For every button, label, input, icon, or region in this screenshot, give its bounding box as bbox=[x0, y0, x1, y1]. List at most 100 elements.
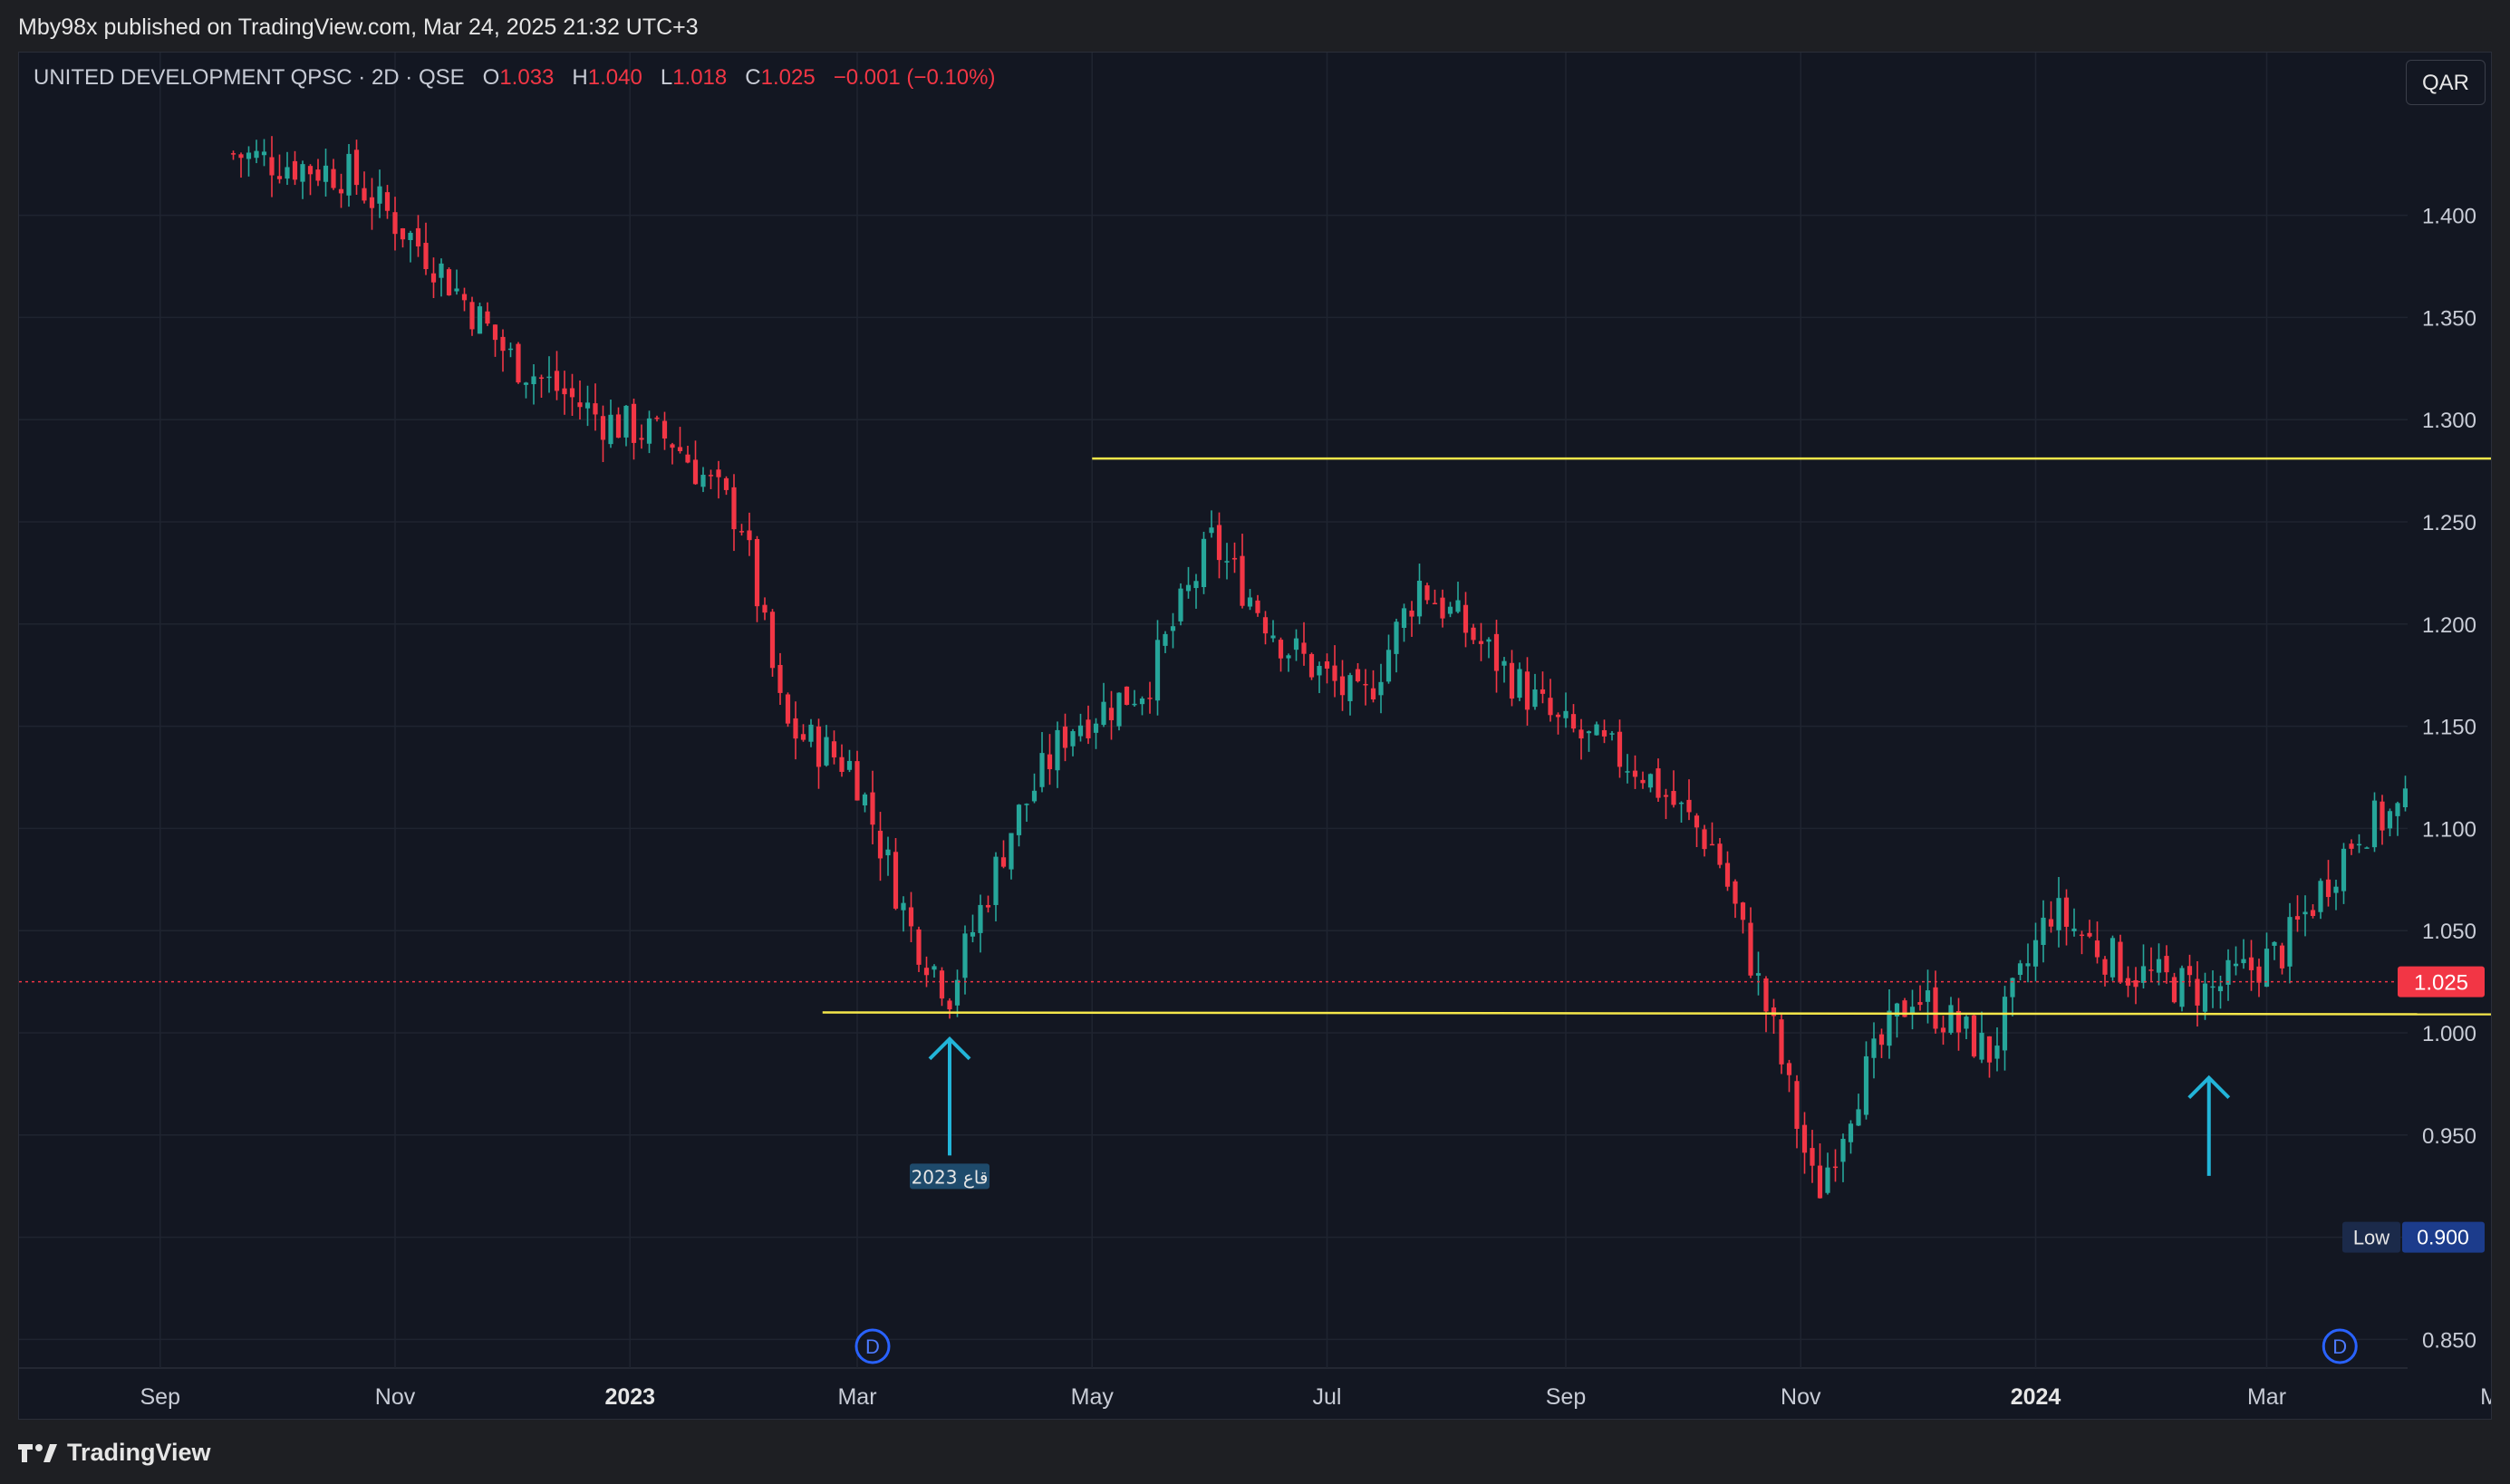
candle-body bbox=[2371, 800, 2378, 848]
candle-body bbox=[1894, 1003, 1900, 1017]
candle-body bbox=[954, 979, 961, 1006]
candle-body bbox=[1909, 1007, 1916, 1014]
candle-body bbox=[2017, 963, 2023, 976]
candle-body bbox=[392, 212, 398, 235]
candle-body bbox=[1247, 597, 1253, 607]
candle-body bbox=[377, 186, 382, 204]
up-arrow-icon[interactable] bbox=[928, 1036, 971, 1156]
candle-body bbox=[1763, 978, 1769, 1012]
candle-body bbox=[1925, 990, 1931, 1002]
candle-body bbox=[1416, 580, 1423, 617]
dividend-event-icon[interactable] bbox=[2322, 1328, 2358, 1364]
candle-body bbox=[1794, 1081, 1800, 1129]
candle-body bbox=[1440, 597, 1445, 619]
candle-body bbox=[1594, 724, 1599, 736]
candle-body bbox=[523, 382, 529, 385]
x-tick-label: Mar bbox=[837, 1384, 876, 1410]
candle-body bbox=[1332, 665, 1337, 681]
candle-body bbox=[1024, 804, 1029, 805]
currency-button[interactable]: QAR bbox=[2406, 60, 2486, 105]
candle-body bbox=[1378, 681, 1384, 696]
candle-body bbox=[1625, 771, 1630, 773]
candle-body bbox=[800, 734, 806, 740]
candle-body bbox=[1671, 791, 1676, 805]
candle-body bbox=[1917, 1002, 1923, 1006]
candle-body bbox=[1948, 1005, 1954, 1033]
change-value: −0.001 (−0.10%) bbox=[833, 65, 996, 90]
candle-body bbox=[1308, 653, 1315, 678]
candle-body bbox=[608, 414, 613, 445]
arrow-head bbox=[2187, 1074, 2231, 1100]
candle-body bbox=[2071, 928, 2077, 931]
candle-body bbox=[1270, 635, 1276, 639]
dividend-event-icon[interactable] bbox=[854, 1328, 891, 1364]
candle-body bbox=[1154, 640, 1161, 701]
candle-body bbox=[1240, 555, 1245, 606]
candle-body bbox=[1832, 1166, 1839, 1169]
open-label: O bbox=[482, 65, 500, 90]
candle-body bbox=[978, 904, 983, 933]
candle-body bbox=[816, 726, 822, 767]
candle-body bbox=[754, 539, 760, 607]
arrow-head bbox=[928, 1036, 971, 1061]
annotation-box[interactable] bbox=[910, 1163, 990, 1190]
candle-body bbox=[430, 273, 437, 283]
candle-body bbox=[2125, 978, 2131, 986]
y-tick-label: 1.250 bbox=[2422, 511, 2476, 535]
candle-body bbox=[2333, 886, 2339, 893]
candle-body bbox=[731, 487, 737, 530]
candle-body bbox=[2087, 932, 2092, 937]
candle-body bbox=[2056, 898, 2061, 930]
candle-body bbox=[1385, 650, 1392, 682]
candle-body bbox=[307, 166, 314, 175]
candle-body bbox=[507, 348, 514, 351]
y-tick-label: 1.200 bbox=[2422, 613, 2476, 638]
candle-body bbox=[362, 188, 367, 201]
candle-body bbox=[947, 1000, 952, 1010]
candle-body bbox=[2202, 983, 2208, 1012]
up-arrow-icon[interactable] bbox=[2187, 1074, 2231, 1176]
candle-body bbox=[1848, 1123, 1854, 1142]
high-label: H bbox=[572, 65, 588, 90]
candle-body bbox=[1740, 902, 1746, 920]
candle-body bbox=[2233, 963, 2239, 967]
candle-body bbox=[1447, 606, 1453, 614]
candle-body bbox=[962, 933, 968, 978]
candle-body bbox=[1887, 1010, 1892, 1046]
chart-panel[interactable]: 1.400 1.350 1.300 1.250 1.200 1.150 1.100 1.050… bbox=[18, 52, 2492, 1420]
low-marker-badge bbox=[2402, 1221, 2485, 1253]
candle-body bbox=[1062, 726, 1068, 748]
candle-body bbox=[2248, 957, 2254, 970]
candle-body bbox=[1070, 731, 1076, 747]
candle-body bbox=[1401, 608, 1407, 628]
candle-body bbox=[1563, 710, 1569, 718]
candle-body bbox=[1940, 1027, 1946, 1033]
candle-body bbox=[2094, 940, 2100, 958]
candle-body bbox=[1555, 714, 1561, 718]
price-chart[interactable]: 1.400 1.350 1.300 1.250 1.200 1.150 1.100 1.050… bbox=[19, 53, 2491, 1419]
candle-body bbox=[485, 311, 490, 324]
candle-body bbox=[793, 718, 798, 739]
candle-body bbox=[1031, 790, 1038, 802]
tradingview-logo[interactable]: TradingView bbox=[18, 1439, 211, 1467]
candle-body bbox=[1609, 733, 1615, 735]
candle-body bbox=[854, 761, 860, 801]
candle-body bbox=[1086, 719, 1091, 738]
candle-body bbox=[1825, 1167, 1830, 1193]
candle-body bbox=[1902, 1000, 1907, 1017]
x-tick-label: May bbox=[2480, 1384, 2491, 1410]
candle-body bbox=[893, 852, 899, 909]
candle-body bbox=[446, 269, 452, 296]
candle-body bbox=[762, 604, 767, 613]
candle-body bbox=[1779, 1019, 1784, 1065]
y-tick-label: 0.950 bbox=[2422, 1124, 2476, 1149]
candle-body bbox=[338, 188, 344, 194]
support-trendline[interactable] bbox=[822, 1011, 2491, 1017]
candle-body bbox=[2279, 945, 2285, 968]
candle-body bbox=[824, 737, 829, 766]
candle-body bbox=[1755, 973, 1762, 976]
candle-body bbox=[1955, 1010, 1962, 1033]
candle-body bbox=[1801, 1124, 1808, 1153]
close-value: 1.025 bbox=[760, 65, 816, 90]
candle-body bbox=[1101, 701, 1106, 726]
